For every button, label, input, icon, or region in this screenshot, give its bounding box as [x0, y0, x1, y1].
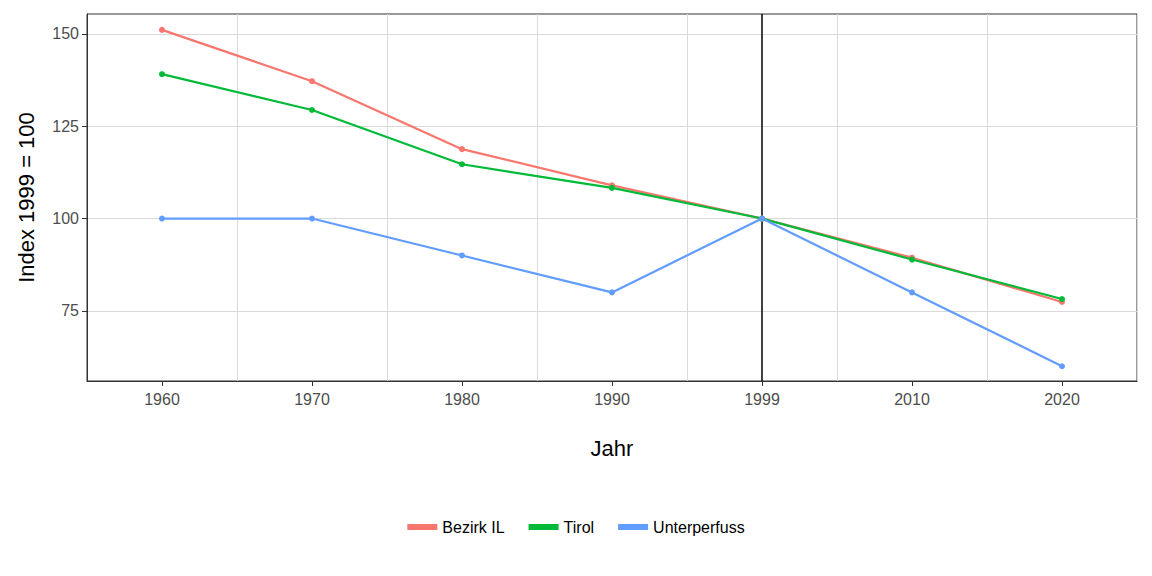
svg-text:2010: 2010: [894, 391, 930, 408]
svg-text:Tirol: Tirol: [564, 519, 595, 536]
svg-text:1960: 1960: [144, 391, 180, 408]
svg-text:Unterperfuss: Unterperfuss: [653, 519, 745, 536]
svg-text:75: 75: [61, 302, 79, 319]
svg-text:2020: 2020: [1044, 391, 1080, 408]
svg-text:100: 100: [52, 210, 79, 227]
svg-text:125: 125: [52, 118, 79, 135]
svg-text:1990: 1990: [594, 391, 630, 408]
svg-text:Jahr: Jahr: [591, 436, 634, 461]
svg-text:1999: 1999: [744, 391, 780, 408]
svg-text:1970: 1970: [294, 391, 330, 408]
svg-text:150: 150: [52, 25, 79, 42]
svg-text:1980: 1980: [444, 391, 480, 408]
svg-text:Index 1999 = 100: Index 1999 = 100: [14, 112, 39, 283]
svg-text:Bezirk IL: Bezirk IL: [442, 519, 504, 536]
